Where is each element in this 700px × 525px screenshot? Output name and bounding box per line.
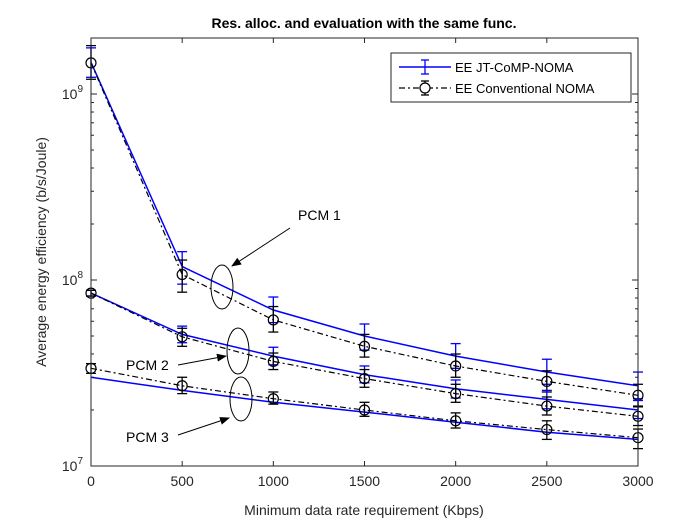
- x-tick-label: 500: [170, 473, 194, 489]
- data-point: [450, 415, 462, 427]
- data-point: [358, 404, 371, 416]
- pcm3-label: PCM 3: [126, 429, 169, 445]
- pcm1-arrow: [231, 227, 291, 267]
- x-tick-label: 2000: [440, 473, 471, 489]
- legend-marker-conventional: [419, 82, 431, 94]
- pcm1-label: PCM 1: [298, 207, 341, 223]
- data-point: [267, 314, 279, 326]
- pcm3-ellipse: [229, 376, 253, 422]
- y-tick-label: 108: [62, 270, 84, 288]
- series-1: [85, 44, 644, 407]
- pcm3-arrow: [177, 417, 230, 436]
- data-point: [267, 393, 279, 405]
- x-tick-label: 2500: [531, 473, 562, 489]
- x-axis-label: Minimum data rate requirement (Kbps): [244, 502, 484, 518]
- data-point: [450, 388, 462, 400]
- data-point: [450, 360, 462, 372]
- pcm2-ellipse: [226, 327, 250, 375]
- pcm2-arrow: [177, 353, 227, 366]
- x-axis: 0 500 1000 1500 2000 2500 3000: [87, 38, 654, 489]
- data-point: [176, 380, 188, 392]
- data-point: [541, 400, 553, 412]
- data-point: [176, 268, 188, 281]
- data-point: [541, 423, 553, 436]
- legend-label-jtcomp: EE JT-CoMP-NOMA: [455, 60, 574, 75]
- y-axis-label: Average energy efficiency (b/s/Joule): [33, 137, 49, 367]
- chart-title: Res. alloc. and evaluation with the same…: [212, 15, 517, 31]
- pcm1-ellipse: [210, 264, 234, 310]
- pcm2-label: PCM 2: [126, 357, 169, 373]
- legend: EE JT-CoMP-NOMA EE Conventional NOMA: [390, 52, 632, 103]
- legend-box: [390, 52, 632, 103]
- x-tick-label: 1500: [349, 473, 380, 489]
- x-tick-label: 0: [87, 473, 95, 489]
- data-point: [358, 340, 371, 352]
- annotation-pcm3: PCM 3: [126, 376, 253, 445]
- data-point: [267, 355, 279, 368]
- x-tick-label: 1000: [258, 473, 289, 489]
- annotation-pcm1: PCM 1: [210, 207, 341, 310]
- legend-label-conventional: EE Conventional NOMA: [455, 81, 595, 96]
- data-point: [358, 373, 371, 385]
- y-tick-label: 107: [62, 456, 84, 474]
- annotation-pcm2: PCM 2: [126, 327, 250, 375]
- data-point: [176, 331, 188, 343]
- plot-frame: [90, 37, 639, 467]
- y-tick-label: 109: [62, 84, 84, 102]
- x-tick-label: 3000: [622, 473, 653, 489]
- data-point: [541, 375, 553, 387]
